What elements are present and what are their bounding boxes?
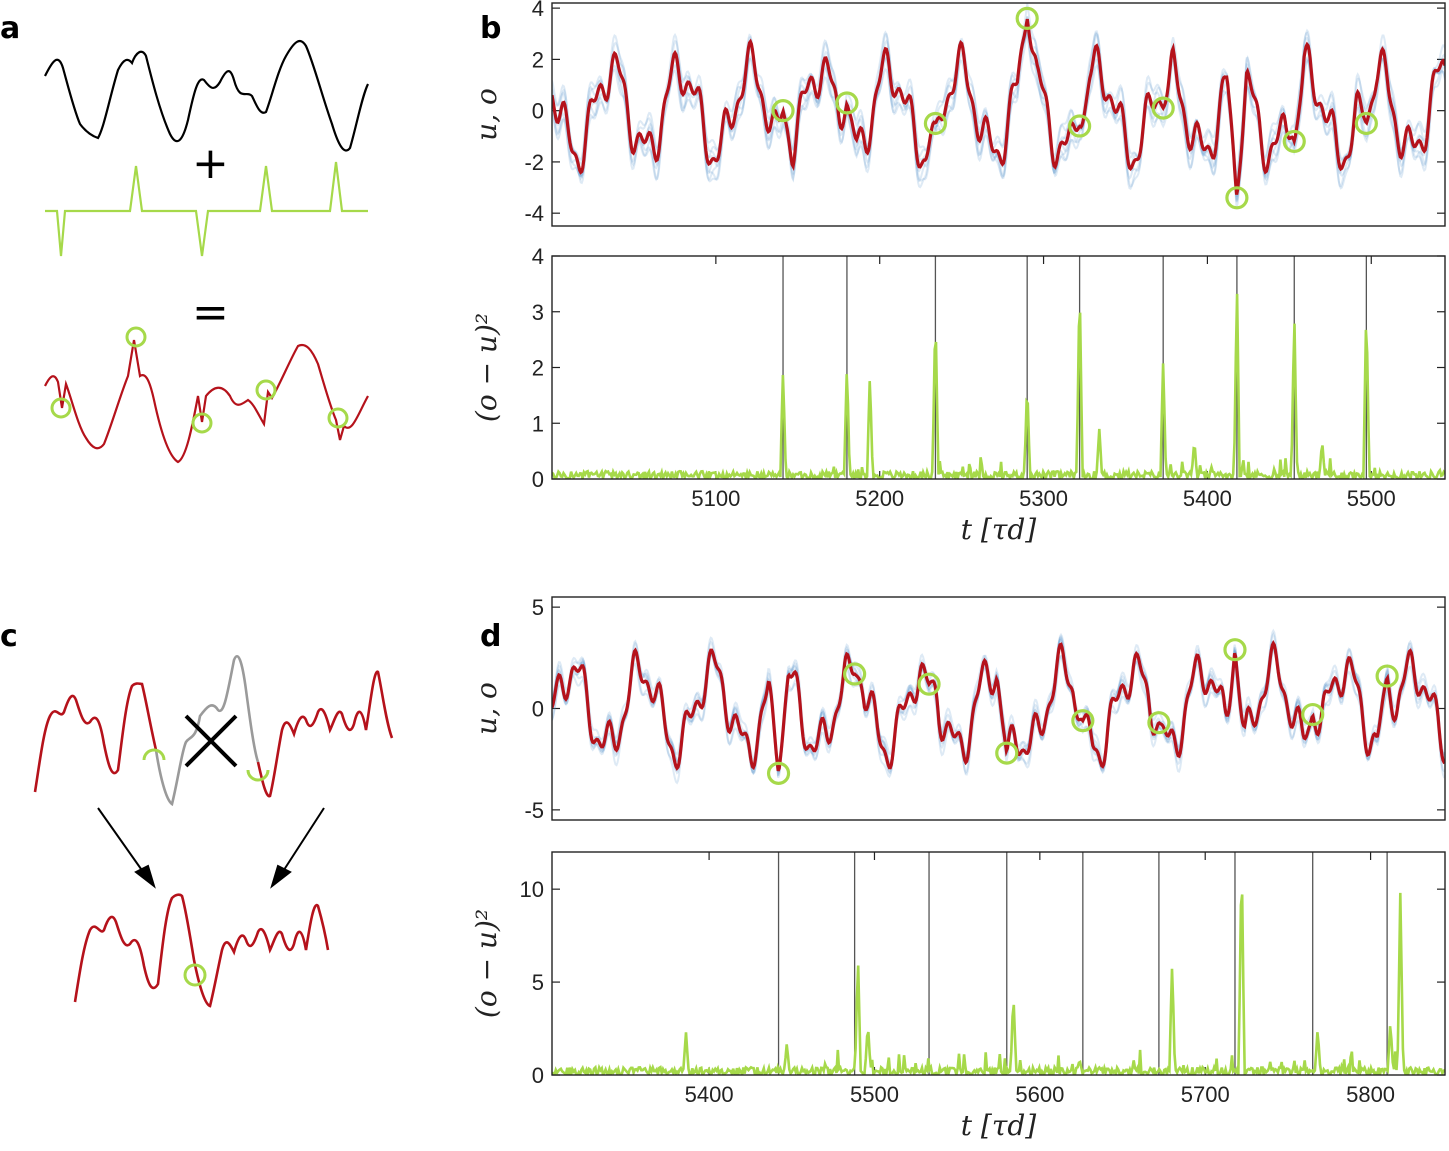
x-axis-label: t [τd] — [961, 513, 1036, 546]
cross-icon — [184, 714, 238, 768]
marker-circle — [1375, 664, 1399, 688]
marker-circle — [191, 412, 213, 434]
x-tick-label: 5500 — [1347, 486, 1396, 511]
partial-marker-right — [246, 769, 270, 782]
y-tick-label: 3 — [532, 300, 544, 325]
y-tick-label: 0 — [532, 1063, 544, 1088]
noise-spikes-line — [45, 161, 368, 257]
marker-circle — [1147, 711, 1171, 735]
marker-circle — [923, 111, 948, 136]
schematic-a: + = — [44, 39, 369, 464]
equals-sign: = — [192, 287, 229, 338]
squared-error-line — [552, 293, 1445, 479]
y-tick-label: 10 — [520, 877, 544, 902]
kept-segment-right — [256, 670, 394, 798]
removed-segment — [154, 654, 260, 807]
marker-circle — [1223, 638, 1247, 662]
x-tick-label: 5500 — [850, 1082, 899, 1107]
marker-circle — [183, 963, 207, 987]
plot-frame — [551, 851, 1446, 1076]
x-tick-label: 5400 — [1183, 486, 1232, 511]
x-tick-label: 5600 — [1015, 1082, 1064, 1107]
y-tick-label: -4 — [524, 201, 544, 226]
marker-circle — [771, 99, 795, 123]
plot-frame — [551, 255, 1446, 480]
ensemble-member-line — [552, 22, 1445, 200]
kept-segment-left — [33, 682, 158, 793]
chart-b-bottom: 0 1 2 3 4 5100 5200 5300 5400 5500 (o − u)² t [τd] — [470, 244, 1446, 546]
x-tick-label: 5400 — [685, 1082, 734, 1107]
chart-d-top: -5 0 5 u, o — [470, 595, 1446, 823]
y-tick-label: 5 — [532, 970, 544, 995]
clean-signal-line — [44, 39, 369, 152]
arrow-down-left-icon — [270, 807, 325, 889]
y-axis-label: (o − u)² — [470, 909, 503, 1018]
ensemble-member-line — [552, 3, 1445, 179]
x-tick-label: 5300 — [1019, 486, 1068, 511]
y-tick-label: 1 — [532, 411, 544, 436]
panel-label-d: d — [480, 619, 501, 654]
plot-frame — [551, 2, 1446, 227]
observation-line — [552, 640, 1445, 772]
y-tick-label: 5 — [532, 595, 544, 620]
panel-label-a: a — [0, 11, 20, 46]
y-tick-label: 0 — [532, 99, 544, 124]
x-tick-label: 5800 — [1346, 1082, 1395, 1107]
marker-circle — [1068, 114, 1092, 138]
y-axis-label: u, o — [470, 88, 503, 141]
chart-d-bottom: 0 5 10 5400 5500 5600 5700 5800 (o − u)² t [τd] — [470, 851, 1446, 1142]
x-tick-label: 5100 — [691, 486, 740, 511]
y-axis-label: u, o — [470, 682, 503, 735]
marker-circle — [255, 379, 277, 401]
marker-circle — [835, 91, 859, 115]
marker-circle — [50, 397, 72, 419]
squared-error-line — [552, 892, 1445, 1075]
marker-circle — [766, 761, 791, 785]
marker-circle — [843, 662, 867, 686]
y-tick-label: 0 — [532, 697, 544, 722]
y-axis-label: (o − u)² — [470, 313, 503, 422]
y-tick-label: 0 — [532, 467, 544, 492]
plot-area — [552, 628, 1445, 785]
y-tick-label: 2 — [532, 356, 544, 381]
marker-circle — [1071, 709, 1095, 733]
y-tick-label: -5 — [524, 798, 544, 823]
x-tick-label: 5200 — [855, 486, 904, 511]
x-axis-label: t [τd] — [961, 1109, 1036, 1142]
ensemble-member-line — [552, 16, 1445, 202]
marker-circle — [917, 672, 941, 696]
marker-circle — [1015, 6, 1039, 30]
observed-signal-line — [44, 339, 369, 464]
chart-b-top: -4 -2 0 2 4 u, o — [470, 0, 1446, 227]
marker-circle — [1225, 186, 1249, 210]
marker-circle — [1282, 129, 1306, 154]
arrow-down-right-icon — [97, 807, 156, 889]
panel-label-c: c — [0, 619, 18, 654]
plus-sign: + — [192, 138, 229, 189]
panel-label-b: b — [480, 11, 501, 46]
plot-frame — [551, 596, 1446, 821]
plot-area — [552, 256, 1445, 479]
marker-circle — [995, 741, 1019, 765]
marker-circle — [125, 326, 147, 348]
marker-circle — [327, 407, 349, 429]
marker-circle — [1151, 96, 1175, 120]
plot-area — [552, 3, 1445, 209]
schematic-c — [33, 654, 394, 1008]
y-tick-label: 2 — [532, 47, 544, 72]
x-tick-label: 5700 — [1181, 1082, 1230, 1107]
y-tick-label: 4 — [532, 0, 544, 21]
partial-marker-left — [142, 748, 166, 761]
plot-area — [552, 852, 1445, 1075]
marker-circle — [1354, 111, 1378, 136]
y-tick-label: 4 — [532, 244, 544, 269]
merged-signal-line — [73, 893, 330, 1008]
marker-circle — [1301, 702, 1325, 727]
y-tick-label: -2 — [524, 150, 544, 175]
